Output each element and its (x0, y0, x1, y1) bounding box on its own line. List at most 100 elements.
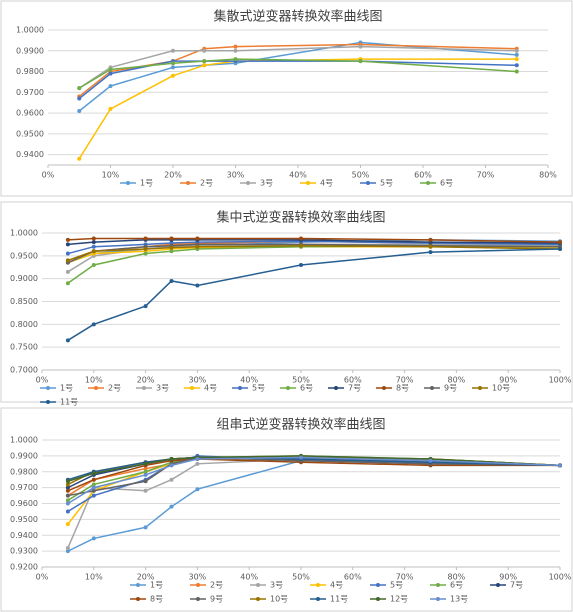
legend-label: 6号 (300, 384, 313, 393)
data-point (358, 59, 363, 64)
legend-label: 6号 (440, 179, 453, 188)
legend-label: 4号 (204, 384, 217, 393)
panel (0, 407, 573, 612)
data-point (91, 477, 96, 482)
data-point (428, 244, 433, 249)
y-tick-label: 0.9500 (16, 129, 44, 138)
data-point (91, 244, 96, 249)
data-point (143, 246, 148, 251)
data-point (65, 501, 70, 506)
data-point (233, 57, 238, 62)
x-tick-label: 40% (240, 573, 258, 582)
data-point (169, 477, 174, 482)
data-point (108, 106, 113, 111)
data-point (91, 488, 96, 493)
x-tick-label: 70% (396, 376, 414, 385)
y-tick-label: 1.0000 (16, 26, 44, 35)
data-point (195, 461, 200, 466)
data-point (91, 482, 96, 487)
data-point (514, 57, 519, 62)
legend-label: 2号 (200, 179, 213, 188)
data-point (233, 48, 238, 53)
legend-marker (136, 597, 140, 601)
legend-marker (436, 597, 440, 601)
x-tick-label: 30% (189, 573, 207, 582)
y-tick-label: 0.9700 (16, 88, 44, 97)
series-line (67, 245, 561, 262)
legend-marker (186, 181, 190, 185)
legend-marker (334, 386, 338, 390)
data-point (77, 156, 82, 161)
legend-label: 2号 (108, 384, 121, 393)
series-line (67, 240, 561, 255)
legend-marker (246, 181, 250, 185)
x-tick-label: 30% (189, 376, 207, 385)
y-tick-label: 1.0000 (10, 436, 38, 445)
data-point (143, 479, 148, 484)
series-line (67, 459, 561, 552)
legend-marker (376, 597, 380, 601)
y-tick-label: 0.9400 (16, 150, 44, 159)
legend-marker (478, 386, 482, 390)
x-tick-label: 50% (352, 171, 370, 180)
legend-label: 1号 (60, 384, 73, 393)
x-tick-label: 100% (549, 376, 572, 385)
data-point (171, 48, 175, 53)
data-point (91, 262, 96, 267)
legend-marker (316, 583, 320, 587)
data-point (171, 61, 175, 66)
series-line (67, 456, 561, 505)
chart-title: 组串式逆变器转换效率曲线图 (216, 417, 385, 433)
x-tick-label: 80% (539, 171, 557, 180)
legend-marker (142, 386, 146, 390)
data-point (91, 240, 96, 245)
data-point (77, 86, 82, 91)
data-point (91, 536, 96, 541)
x-tick-label: 40% (289, 171, 307, 180)
data-point (299, 455, 303, 460)
data-point (108, 67, 113, 72)
x-tick-label: 70% (396, 573, 414, 582)
legend-label: 10号 (270, 595, 288, 604)
x-tick-label: 60% (344, 573, 362, 582)
legend-marker (286, 386, 290, 390)
panel (0, 201, 573, 403)
data-point (169, 245, 174, 250)
data-point (514, 48, 519, 53)
series-line (67, 239, 561, 246)
legend-marker (196, 583, 200, 587)
legend-marker (190, 386, 194, 390)
y-tick-label: 0.9600 (16, 109, 44, 118)
legend-label: 3号 (260, 179, 273, 188)
legend-label: 5号 (252, 384, 265, 393)
x-tick-label: 30% (227, 171, 245, 180)
legend-label: 2号 (210, 581, 223, 590)
data-point (77, 109, 82, 113)
data-point (65, 251, 70, 256)
data-point (91, 493, 96, 498)
data-point (65, 338, 70, 343)
y-tick-label: 0.9800 (10, 467, 38, 476)
data-point (202, 63, 207, 68)
data-point (143, 304, 148, 309)
data-point (169, 241, 174, 246)
chart-title: 集中式逆变器转换效率曲线图 (216, 210, 385, 226)
legend-label: 5号 (390, 581, 403, 590)
data-point (143, 236, 148, 241)
data-point (65, 237, 70, 242)
data-point (91, 322, 96, 327)
y-tick-label: 0.9800 (16, 67, 44, 76)
y-tick-label: 1.0000 (10, 229, 38, 238)
data-point (202, 48, 207, 53)
legend-label: 1号 (150, 581, 163, 590)
data-point (514, 63, 519, 68)
legend-label: 4号 (330, 581, 343, 590)
data-point (428, 458, 433, 463)
data-point (202, 59, 207, 64)
x-tick-label: 60% (414, 171, 432, 180)
data-point (171, 65, 175, 70)
y-tick-label: 0.9400 (10, 531, 38, 540)
x-tick-label: 80% (448, 573, 466, 582)
data-point (428, 237, 433, 242)
